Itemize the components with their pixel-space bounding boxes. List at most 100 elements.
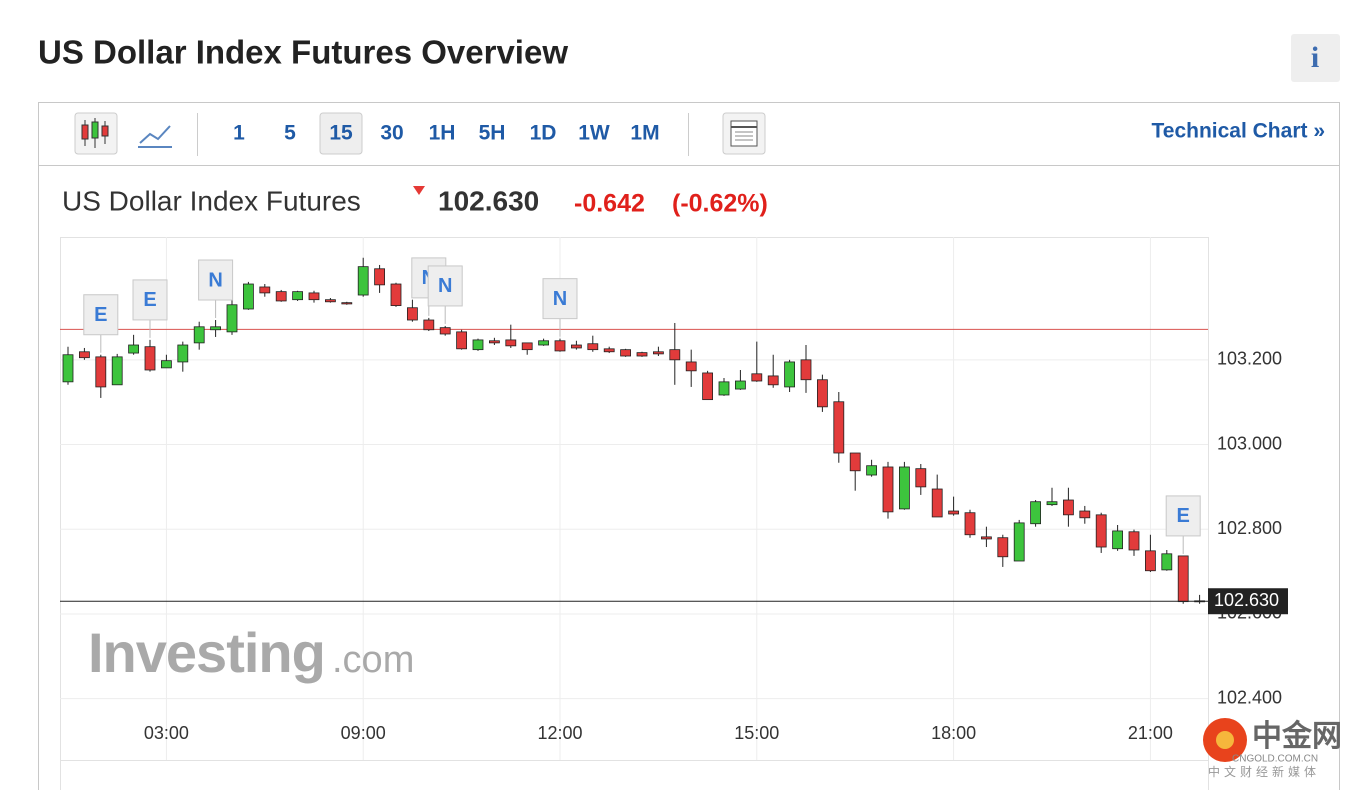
event-label: E: [143, 289, 156, 311]
candle-body: [653, 351, 664, 355]
candle-body: [554, 340, 566, 352]
interval-button[interactable]: 5H: [479, 122, 506, 145]
y-tick-label: 102.800: [1217, 518, 1282, 538]
candle-body: [193, 326, 205, 344]
technical-chart-link[interactable]: Technical Chart »: [1152, 120, 1326, 143]
candle-body: [406, 307, 418, 321]
candle-body: [1112, 530, 1123, 550]
candle-body: [308, 292, 320, 301]
interval-button[interactable]: 15: [329, 122, 353, 145]
info-icon: i: [1311, 41, 1319, 74]
page-title: US Dollar Index Futures Overview: [38, 34, 568, 71]
event-label: N: [438, 275, 452, 297]
y-tick-label: 103.000: [1217, 433, 1282, 453]
candle-body: [603, 348, 615, 353]
candle-body: [505, 339, 517, 347]
event-flag[interactable]: [83, 294, 119, 336]
x-tick-label: 03:00: [144, 723, 189, 743]
candle-body: [882, 466, 894, 513]
interval-button[interactable]: 1H: [429, 122, 456, 145]
y-tick-label: 103.200: [1217, 349, 1282, 369]
last-price-label: 102.630: [1214, 590, 1279, 610]
y-tick-label: 102.400: [1217, 687, 1282, 707]
x-tick-label: 15:00: [734, 723, 779, 743]
candle-body: [177, 344, 189, 363]
candle-body: [390, 283, 402, 307]
candle-body: [915, 468, 927, 488]
selected-interval-bg: [319, 112, 363, 155]
candle-body: [62, 354, 74, 383]
candle-body: [1013, 522, 1025, 562]
candle-body: [472, 339, 484, 351]
watermark-suffix: .com: [332, 639, 414, 681]
instrument-name: US Dollar Index Futures: [62, 185, 361, 216]
candle-body: [948, 510, 959, 515]
candle-body: [324, 299, 336, 303]
candle-body: [357, 266, 369, 296]
candle-body: [439, 327, 451, 335]
candle-body: [981, 536, 992, 540]
layout-icon-button[interactable]: [722, 112, 766, 155]
down-arrow: [413, 186, 425, 195]
percent-change: (-0.62%): [672, 190, 768, 218]
candle-body: [144, 346, 156, 371]
candle-body: [751, 373, 763, 382]
overlay-logo: 中金网 CNGOLD.COM.CN 中文财经新媒体: [1203, 718, 1342, 779]
interval-button[interactable]: 1: [233, 122, 245, 145]
candle-body: [1046, 501, 1058, 506]
interval-button[interactable]: 1D: [530, 122, 557, 145]
candle-body: [111, 356, 123, 386]
watermark: Investing .com: [88, 621, 414, 684]
event-label: E: [1177, 505, 1190, 527]
candle-body: [341, 302, 353, 305]
candle-body: [423, 319, 435, 331]
interval-button[interactable]: 30: [380, 122, 403, 145]
x-tick-label: 18:00: [931, 723, 976, 743]
candle-body: [800, 359, 812, 381]
plot-frame: [60, 237, 1209, 790]
event-flag[interactable]: [132, 279, 168, 321]
candle-body: [79, 351, 90, 359]
candle-body: [226, 304, 238, 333]
candle-body: [767, 375, 779, 386]
candle-body: [636, 352, 648, 357]
candle-body: [1128, 531, 1140, 551]
candle-body: [1079, 510, 1091, 519]
price-change: -0.642: [574, 190, 645, 218]
logo-domain: CNGOLD.COM.CN: [1232, 754, 1318, 765]
line-icon-button[interactable]: [138, 125, 172, 148]
candle-body: [95, 356, 107, 388]
event-flag[interactable]: [427, 265, 463, 307]
candle-body: [1063, 499, 1074, 516]
candle-body: [128, 344, 140, 354]
candle-body: [833, 401, 845, 454]
candle-body: [374, 268, 386, 286]
candle-body: [160, 360, 172, 369]
candle-body: [669, 349, 681, 361]
candle-body: [210, 326, 222, 331]
interval-button[interactable]: 1W: [578, 122, 610, 145]
candle-body: [784, 361, 795, 388]
logo-name: 中金网: [1252, 719, 1342, 753]
interval-button[interactable]: 5: [284, 122, 296, 145]
candle-body: [849, 452, 861, 472]
event-flag[interactable]: [1165, 495, 1201, 537]
candle-body: [488, 340, 500, 344]
info-button[interactable]: [1291, 34, 1340, 82]
candle-body: [275, 291, 287, 302]
candle-body: [931, 488, 943, 518]
logo-slogan: 中文财经新媒体: [1208, 764, 1320, 779]
event-flag[interactable]: [542, 278, 578, 320]
last-price-tag: [1208, 588, 1288, 615]
candle-body: [1145, 550, 1156, 572]
candle-body: [242, 283, 254, 310]
candle-body: [702, 372, 713, 401]
candle-body: [899, 466, 910, 510]
candle-icon-button[interactable]: [74, 112, 118, 155]
candle-body: [521, 342, 533, 351]
logo-dot: [1216, 731, 1234, 749]
event-flag[interactable]: [198, 259, 234, 301]
candle-body: [259, 286, 271, 294]
interval-button[interactable]: 1M: [630, 122, 659, 145]
